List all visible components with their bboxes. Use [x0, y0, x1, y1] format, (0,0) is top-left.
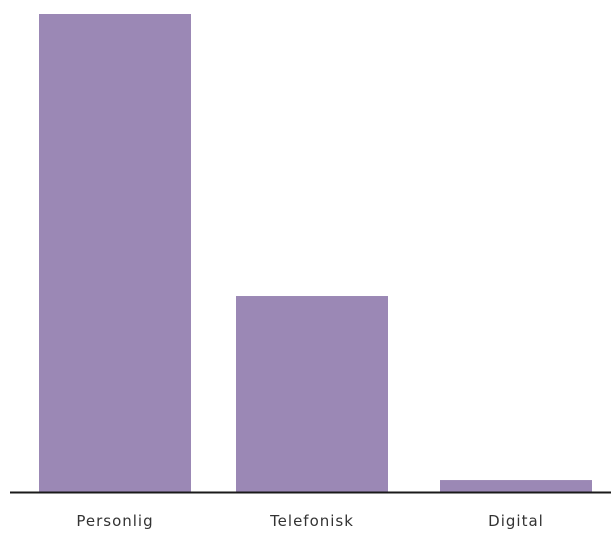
category-labels-group: Personlig Telefonisk Digital	[76, 512, 544, 530]
category-label-telefonisk: Telefonisk	[269, 512, 354, 530]
bar-telefonisk	[236, 296, 388, 492]
category-label-personlig: Personlig	[76, 512, 153, 530]
bar-digital	[440, 480, 592, 492]
category-label-digital: Digital	[488, 512, 544, 530]
bars-group	[39, 14, 592, 492]
bar-personlig	[39, 14, 191, 492]
